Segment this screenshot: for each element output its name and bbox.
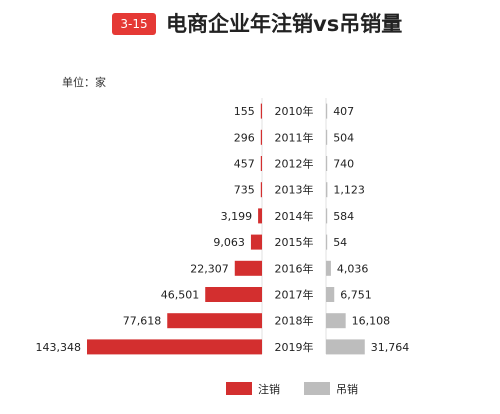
chart-number-badge: 3-15: [112, 13, 156, 35]
revoke-bar-6: [326, 260, 331, 276]
year-label-9: 2019年: [275, 340, 314, 354]
cancel-value-label-8: 77,618: [123, 315, 162, 328]
year-label-4: 2014年: [275, 209, 314, 223]
revoke-bar-4: [326, 208, 328, 224]
legend-swatch-cancel: [226, 382, 252, 395]
year-label-8: 2018年: [275, 314, 314, 328]
cancel-bar-2: [260, 156, 262, 171]
legend-label-revoke: 吊销: [336, 382, 358, 396]
cancel-bar-3: [260, 182, 262, 198]
revoke-bar-3: [326, 182, 328, 198]
legend-swatch-revoke: [304, 382, 330, 395]
revoke-value-label-8: 16,108: [352, 315, 391, 328]
revoke-bar-0: [326, 103, 328, 119]
cancel-value-label-5: 9,063: [213, 236, 245, 249]
revoke-value-label-0: 407: [333, 105, 354, 118]
cancel-bar-0: [260, 103, 262, 119]
cancel-value-label-2: 457: [234, 158, 255, 171]
revoke-bar-7: [326, 287, 335, 302]
revoke-value-label-4: 584: [333, 210, 354, 223]
unit-label: 单位：家: [62, 76, 106, 89]
revoke-value-label-1: 504: [333, 131, 354, 144]
cancel-bar-4: [258, 208, 262, 224]
cancel-value-label-6: 22,307: [190, 262, 229, 275]
revoke-value-label-3: 1,123: [333, 184, 365, 197]
year-label-1: 2011年: [275, 130, 314, 144]
revoke-value-label-5: 54: [333, 236, 347, 249]
revoke-value-label-2: 740: [333, 158, 354, 171]
chart-title: 电商企业年注销vs吊销量: [166, 12, 403, 36]
cancel-value-label-4: 3,199: [221, 210, 253, 223]
cancel-value-label-0: 155: [234, 105, 255, 118]
revoke-bar-2: [326, 156, 328, 171]
year-label-0: 2010年: [275, 104, 314, 118]
cancel-bar-9: [87, 339, 262, 355]
year-label-2: 2012年: [275, 157, 314, 171]
year-label-5: 2015年: [275, 235, 314, 249]
revoke-value-label-7: 6,751: [340, 289, 372, 302]
year-label-7: 2017年: [275, 288, 314, 302]
cancel-bar-6: [234, 260, 262, 276]
revoke-bar-9: [326, 339, 365, 355]
revoke-value-label-6: 4,036: [337, 262, 369, 275]
revoke-bar-5: [326, 234, 328, 250]
cancel-bar-7: [205, 287, 262, 302]
cancel-bar-1: [260, 129, 262, 145]
revoke-bar-8: [326, 313, 346, 329]
revoke-bar-1: [326, 129, 328, 145]
cancel-bar-5: [250, 234, 262, 250]
year-label-3: 2013年: [275, 183, 314, 197]
cancel-value-label-7: 46,501: [161, 289, 200, 302]
revoke-value-label-9: 31,764: [371, 341, 410, 354]
chart-header: 3-15 电商企业年注销vs吊销量: [0, 0, 500, 50]
cancel-value-label-1: 296: [234, 131, 255, 144]
legend-label-cancel: 注销: [258, 382, 280, 396]
year-label-6: 2016年: [275, 261, 314, 275]
cancel-bar-8: [167, 313, 262, 329]
cancel-value-label-3: 735: [234, 184, 255, 197]
cancel-value-label-9: 143,348: [36, 341, 82, 354]
